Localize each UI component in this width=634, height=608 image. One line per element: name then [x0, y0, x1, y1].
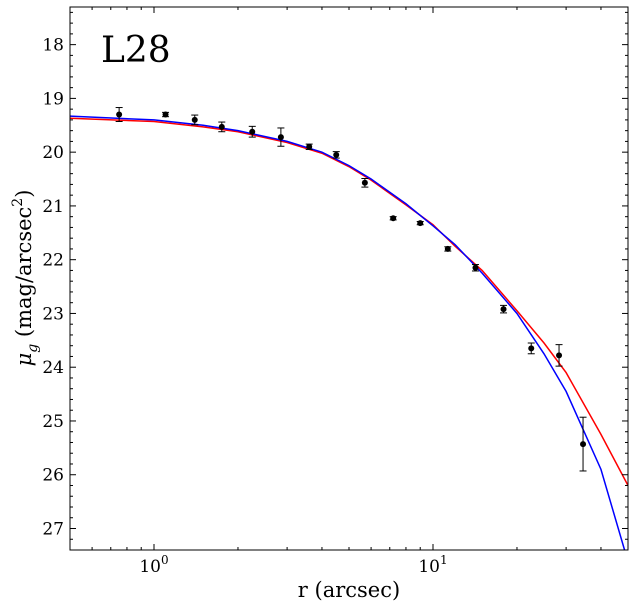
y-tick-label: 21 [42, 197, 64, 217]
x-tick-label: 100 [139, 553, 168, 577]
data-marker [191, 116, 198, 123]
data-marker [249, 128, 256, 135]
y-tick-label: 20 [42, 143, 64, 163]
y-tick-label: 22 [42, 251, 64, 271]
data-point [500, 304, 508, 314]
data-point [416, 220, 424, 227]
x-tick-label-exponent: 0 [161, 553, 169, 567]
data-point [191, 114, 199, 126]
y-tick-label: 23 [42, 304, 64, 324]
data-point [305, 143, 313, 150]
y-axis-label-symbol: μ [12, 353, 36, 367]
fit-lines [70, 115, 628, 550]
data-point [471, 264, 479, 272]
y-tick-label: 24 [42, 358, 64, 378]
y-tick-label: 26 [42, 466, 64, 486]
data-marker [306, 143, 313, 150]
data-point [332, 151, 340, 159]
fit-line-2 [70, 115, 626, 550]
y-tick-label: 19 [42, 89, 64, 109]
data-point [277, 127, 285, 147]
fit-line-1 [70, 117, 628, 486]
data-marker [361, 179, 368, 186]
data-point [444, 245, 452, 252]
y-tick-label: 18 [42, 36, 64, 56]
data-point [527, 342, 535, 355]
data-marker [390, 215, 397, 222]
plot-frame [69, 6, 629, 551]
data-marker [472, 264, 479, 271]
y-axis-label-subscript: g [25, 344, 41, 353]
y-axis-label-text: (mag/arcsec [12, 207, 36, 344]
data-point [361, 178, 369, 188]
data-marker [218, 123, 225, 130]
data-point [248, 125, 256, 138]
x-axis-label: r (arcsec) [298, 578, 400, 602]
data-point [218, 121, 226, 133]
y-axis-label-superscript: 2 [10, 198, 26, 207]
data-points [115, 107, 587, 472]
data-marker [333, 151, 340, 158]
x-tick-label-base: 10 [418, 557, 440, 577]
data-marker [116, 111, 123, 118]
y-axis-label: μg (mag/arcsec2) [10, 190, 41, 367]
x-tick-label: 101 [418, 553, 447, 577]
y-tick-label: 27 [42, 519, 64, 539]
data-marker [417, 220, 424, 227]
data-marker [528, 345, 535, 352]
data-point [579, 416, 587, 472]
y-tick-label: 25 [42, 412, 64, 432]
data-marker [580, 441, 587, 448]
data-marker [500, 306, 507, 313]
panel-label: L28 [101, 30, 171, 71]
data-point [162, 111, 170, 118]
y-axis-label-close: ) [12, 190, 36, 198]
data-point [389, 215, 397, 222]
data-marker [162, 111, 169, 118]
data-marker [277, 134, 284, 141]
x-tick-label-exponent: 1 [440, 553, 448, 567]
x-tick-label-base: 10 [139, 557, 161, 577]
data-marker [556, 352, 563, 359]
data-marker [444, 245, 451, 252]
data-point [555, 344, 563, 367]
data-point [115, 107, 123, 123]
